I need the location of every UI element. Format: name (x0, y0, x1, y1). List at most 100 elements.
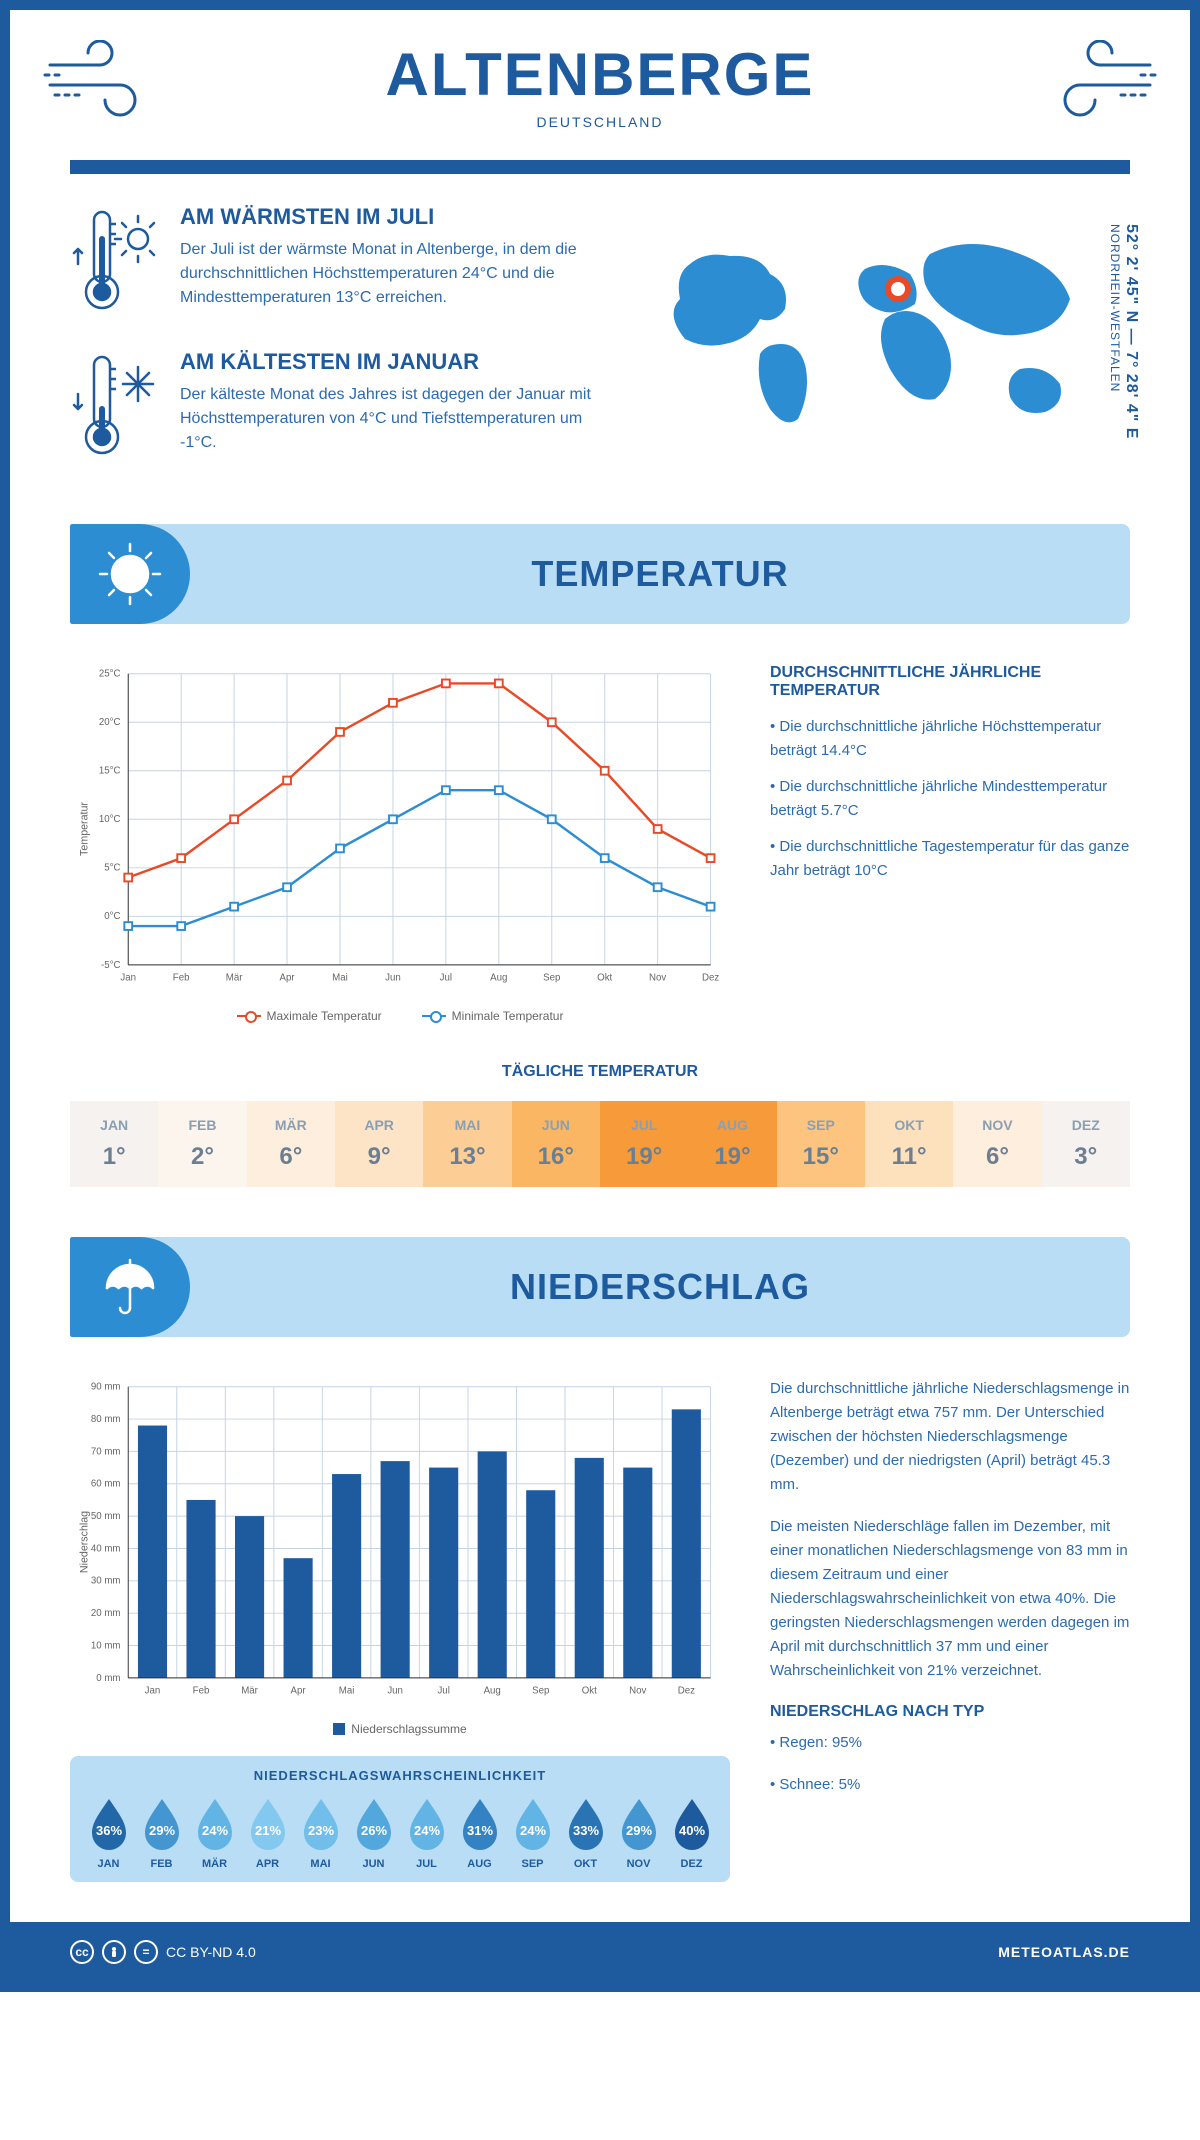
svg-text:15°C: 15°C (99, 766, 121, 777)
month-cell: JAN1° (70, 1101, 158, 1187)
svg-text:Sep: Sep (532, 1685, 549, 1696)
svg-text:25°C: 25°C (99, 669, 121, 680)
fact-warm-text: Der Juli ist der wärmste Monat in Altenb… (180, 238, 610, 310)
svg-text:Dez: Dez (678, 1685, 695, 1696)
svg-text:Mai: Mai (332, 972, 348, 983)
precip-probability: NIEDERSCHLAGSWAHRSCHEINLICHKEIT 36%JAN29… (70, 1756, 730, 1882)
site-link[interactable]: METEOATLAS.DE (998, 1944, 1130, 1960)
svg-text:Sep: Sep (543, 972, 560, 983)
infographic-frame: ALTENBERGE DEUTSCHLAND AM WÄRMSTEN IM JU… (0, 0, 1200, 1992)
month-cell: MAI13° (423, 1101, 511, 1187)
month-cell: NOV6° (953, 1101, 1041, 1187)
coords-label: 52° 2' 45" N — 7° 28' 4" E NORDRHEIN-WES… (1108, 224, 1140, 439)
fact-warm-title: AM WÄRMSTEN IM JULI (180, 204, 610, 230)
rain-drop: 29%FEB (135, 1795, 188, 1870)
footer: cc = CC BY-ND 4.0 METEOATLAS.DE (10, 1922, 1190, 1982)
section-header-precip: NIEDERSCHLAG (70, 1237, 1130, 1337)
temp-legend: Maximale Temperatur Minimale Temperatur (70, 1009, 730, 1023)
month-cell: APR9° (335, 1101, 423, 1187)
fact-cold: AM KÄLTESTEN IM JANUAR Der kälteste Mona… (70, 349, 610, 464)
svg-text:24%: 24% (201, 1823, 227, 1838)
svg-text:Nov: Nov (649, 972, 666, 983)
svg-text:Feb: Feb (173, 972, 190, 983)
svg-text:24%: 24% (413, 1823, 439, 1838)
month-cell: SEP15° (777, 1101, 865, 1187)
precip-chart: 0 mm10 mm20 mm30 mm40 mm50 mm60 mm70 mm8… (70, 1377, 730, 1736)
precip-legend: Niederschlagssumme (70, 1722, 730, 1736)
rain-drop: 23%MAI (294, 1795, 347, 1870)
month-cell: AUG19° (688, 1101, 776, 1187)
svg-text:Jul: Jul (437, 1685, 449, 1696)
by-icon (102, 1940, 126, 1964)
svg-text:Mai: Mai (339, 1685, 355, 1696)
precip-info: Die durchschnittliche jährliche Niedersc… (770, 1377, 1130, 1882)
svg-text:Apr: Apr (280, 972, 296, 983)
world-map (650, 204, 1130, 464)
svg-text:5°C: 5°C (104, 863, 120, 874)
rain-drop: 31%AUG (453, 1795, 506, 1870)
svg-text:0°C: 0°C (104, 911, 120, 922)
svg-text:70 mm: 70 mm (91, 1446, 121, 1457)
month-cell: FEB2° (158, 1101, 246, 1187)
sun-icon (70, 524, 190, 624)
month-cell: JUN16° (512, 1101, 600, 1187)
divider (70, 160, 1130, 174)
thermometer-cold-icon (70, 349, 160, 464)
umbrella-icon (70, 1237, 190, 1337)
wind-icon (40, 40, 160, 120)
svg-text:80 mm: 80 mm (91, 1414, 121, 1425)
svg-text:Jun: Jun (385, 972, 401, 983)
rain-drop: 24%SEP (506, 1795, 559, 1870)
cc-icon: cc (70, 1940, 94, 1964)
rain-drop: 40%DEZ (665, 1795, 718, 1870)
month-cell: MÄR6° (247, 1101, 335, 1187)
section-header-temp: TEMPERATUR (70, 524, 1130, 624)
svg-text:Jan: Jan (145, 1685, 161, 1696)
header: ALTENBERGE DEUTSCHLAND (10, 10, 1190, 150)
svg-text:Feb: Feb (193, 1685, 210, 1696)
svg-text:23%: 23% (307, 1823, 333, 1838)
svg-text:90 mm: 90 mm (91, 1382, 121, 1393)
section-title-precip: NIEDERSCHLAG (190, 1266, 1130, 1308)
svg-text:-5°C: -5°C (101, 960, 120, 971)
svg-text:Dez: Dez (702, 972, 719, 983)
nd-icon: = (134, 1940, 158, 1964)
wind-icon (1040, 40, 1160, 120)
daily-temp-table: TÄGLICHE TEMPERATUR JAN1°FEB2°MÄR6°APR9°… (10, 1063, 1190, 1237)
svg-text:Mär: Mär (241, 1685, 258, 1696)
svg-text:0 mm: 0 mm (96, 1673, 120, 1684)
month-cell: OKT11° (865, 1101, 953, 1187)
rain-drop: 24%MÄR (188, 1795, 241, 1870)
rain-drop: 26%JUN (347, 1795, 400, 1870)
thermometer-hot-icon (70, 204, 160, 319)
svg-text:40%: 40% (678, 1823, 704, 1838)
rain-drop: 33%OKT (559, 1795, 612, 1870)
rain-drop: 36%JAN (82, 1795, 135, 1870)
page-title: ALTENBERGE (10, 40, 1190, 109)
rain-drop: 24%JUL (400, 1795, 453, 1870)
svg-text:26%: 26% (360, 1823, 386, 1838)
svg-text:Aug: Aug (484, 1685, 501, 1696)
svg-text:Temperatur: Temperatur (78, 802, 90, 856)
section-title-temp: TEMPERATUR (190, 553, 1130, 595)
svg-text:20 mm: 20 mm (91, 1608, 121, 1619)
svg-text:31%: 31% (466, 1823, 492, 1838)
temp-chart: -5°C0°C5°C10°C15°C20°C25°CJanFebMärAprMa… (70, 664, 730, 1023)
svg-text:Okt: Okt (582, 1685, 597, 1696)
license: cc = CC BY-ND 4.0 (70, 1940, 256, 1964)
fact-cold-text: Der kälteste Monat des Jahres ist dagege… (180, 383, 610, 455)
rain-drop: 21%APR (241, 1795, 294, 1870)
svg-text:Okt: Okt (597, 972, 612, 983)
svg-text:Jan: Jan (120, 972, 136, 983)
svg-text:30 mm: 30 mm (91, 1576, 121, 1587)
svg-text:29%: 29% (148, 1823, 174, 1838)
svg-text:Apr: Apr (291, 1685, 307, 1696)
svg-text:Mär: Mär (226, 972, 243, 983)
svg-text:10°C: 10°C (99, 814, 121, 825)
svg-text:Niederschlag: Niederschlag (78, 1511, 90, 1573)
svg-text:Jun: Jun (387, 1685, 403, 1696)
svg-text:Nov: Nov (629, 1685, 646, 1696)
svg-text:60 mm: 60 mm (91, 1479, 121, 1490)
svg-text:40 mm: 40 mm (91, 1543, 121, 1554)
svg-text:29%: 29% (625, 1823, 651, 1838)
